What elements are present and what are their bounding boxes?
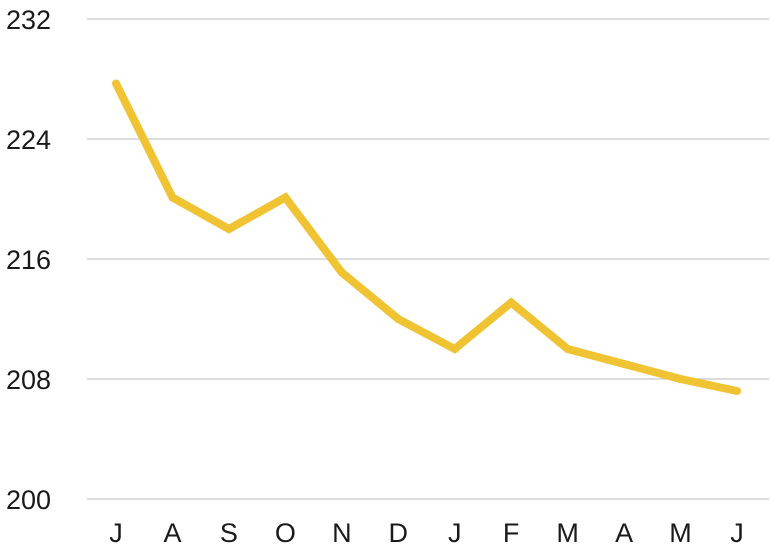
data-point <box>224 225 233 233</box>
y-tick-label: 200 <box>6 485 51 515</box>
data-point <box>507 298 516 307</box>
x-tick-label: M <box>669 518 692 548</box>
x-tick-label: J <box>109 518 123 548</box>
data-point <box>112 79 120 88</box>
data-point <box>733 387 741 395</box>
data-point <box>620 360 629 368</box>
y-tick-label: 216 <box>6 245 51 275</box>
y-axis-tick-labels: 232 224 216 208 200 <box>6 5 51 515</box>
data-point <box>450 345 459 353</box>
data-point <box>281 193 290 202</box>
gridlines <box>87 18 769 500</box>
series-layer <box>112 79 741 395</box>
x-tick-label: M <box>556 518 579 548</box>
x-tick-label: A <box>615 518 633 548</box>
x-tick-label: O <box>275 518 296 548</box>
data-point <box>563 345 572 353</box>
x-tick-label: J <box>448 518 462 548</box>
x-tick-label: N <box>332 518 352 548</box>
x-tick-label: A <box>163 518 181 548</box>
data-point <box>168 193 177 202</box>
series-line-0 <box>112 81 738 395</box>
data-point <box>676 375 685 383</box>
y-tick-label: 232 <box>6 5 51 35</box>
y-tick-label: 208 <box>6 365 51 395</box>
data-point <box>337 268 346 277</box>
x-tick-label: F <box>503 518 520 548</box>
y-tick-label: 224 <box>6 125 51 155</box>
x-tick-label: D <box>389 518 409 548</box>
x-tick-label: J <box>730 518 744 548</box>
data-point <box>394 315 403 323</box>
x-tick-label: S <box>220 518 238 548</box>
